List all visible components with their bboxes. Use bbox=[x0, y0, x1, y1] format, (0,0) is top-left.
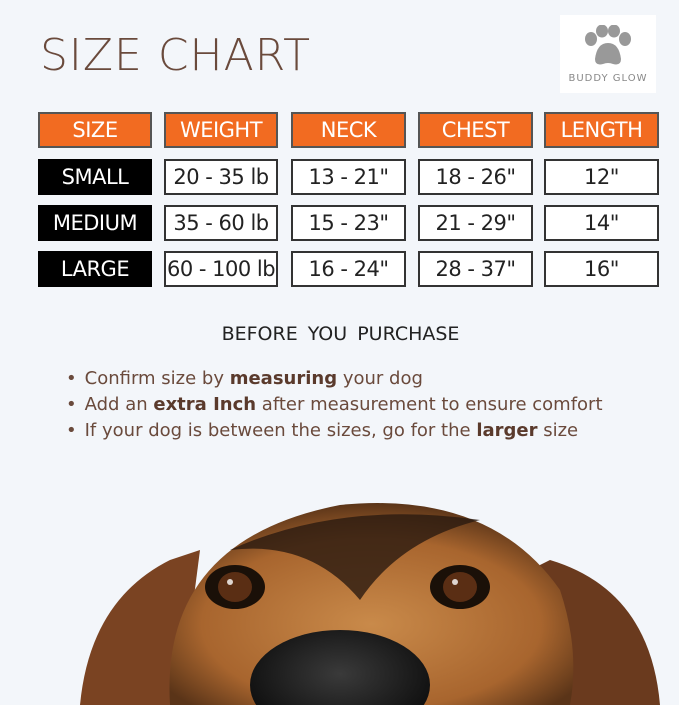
header-chest: CHEST bbox=[418, 112, 533, 148]
page-title: SIZE CHART bbox=[40, 30, 311, 81]
header-neck: NECK bbox=[291, 112, 406, 148]
header-weight: WEIGHT bbox=[164, 112, 278, 148]
list-item: Add an extra Inch after measurement to e… bbox=[66, 392, 603, 418]
list-item: If your dog is between the sizes, go for… bbox=[66, 418, 603, 444]
cell-neck: 13 - 21" bbox=[291, 159, 406, 195]
cell-length: 16" bbox=[544, 251, 659, 287]
paw-icon bbox=[585, 24, 631, 65]
cell-chest: 28 - 37" bbox=[418, 251, 533, 287]
cell-length: 12" bbox=[544, 159, 659, 195]
cell-size: SMALL bbox=[38, 159, 152, 195]
brand-logo: BUDDY GLOW bbox=[560, 15, 656, 93]
cell-length: 14" bbox=[544, 205, 659, 241]
cell-chest: 18 - 26" bbox=[418, 159, 533, 195]
brand-name: BUDDY GLOW bbox=[568, 73, 648, 84]
header-size: SIZE bbox=[38, 112, 152, 148]
cell-neck: 16 - 24" bbox=[291, 251, 406, 287]
cell-weight: 35 - 60 lb bbox=[164, 205, 278, 241]
dog-photo bbox=[60, 480, 679, 705]
notes-list: Confirm size by measuring your dog Add a… bbox=[66, 366, 603, 444]
cell-weight: 60 - 100 lb bbox=[164, 251, 278, 287]
cell-size: MEDIUM bbox=[38, 205, 152, 241]
list-item: Confirm size by measuring your dog bbox=[66, 366, 603, 392]
cell-size: LARGE bbox=[38, 251, 152, 287]
cell-chest: 21 - 29" bbox=[418, 205, 533, 241]
cell-weight: 20 - 35 lb bbox=[164, 159, 278, 195]
header-length: LENGTH bbox=[544, 112, 659, 148]
cell-neck: 15 - 23" bbox=[291, 205, 406, 241]
notes-heading: BEFORE YOU PURCHASE bbox=[221, 323, 460, 345]
